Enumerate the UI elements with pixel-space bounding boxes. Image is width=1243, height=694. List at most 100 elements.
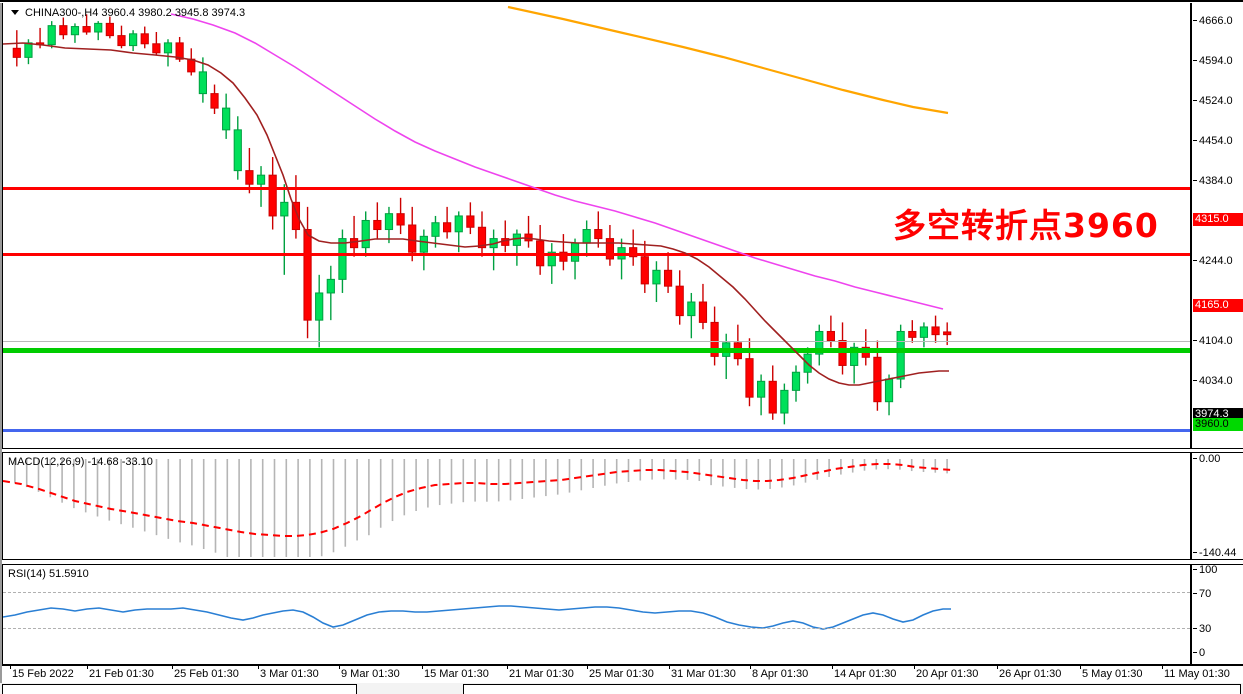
candle-body [361, 219, 370, 249]
price-tick: 4104.0 [1192, 335, 1243, 347]
rsi-tick: 30 [1192, 623, 1243, 635]
candle-body [873, 356, 882, 403]
price-tick: 4594.0 [1192, 55, 1243, 67]
candle-body [780, 389, 789, 414]
macd-signal-line [3, 463, 952, 537]
price-tick: 4244.0 [1192, 255, 1243, 267]
time-axis-label: 3 Mar 01:30 [260, 668, 319, 680]
level-line-3960[interactable] [3, 348, 1190, 353]
price-tick: 4666.0 [1192, 15, 1243, 27]
candle-body [152, 43, 161, 54]
price-plot-area[interactable]: CHINA300-,H4 3960.4 3980.2 3945.8 3974.3 [3, 3, 1190, 448]
candle-body [233, 129, 242, 172]
bottom-widget-left[interactable] [2, 684, 357, 694]
time-axis-label: 9 Mar 01:30 [341, 668, 400, 680]
rsi-plot-area[interactable]: RSI(14) 51.5910 [3, 565, 1190, 664]
candle-body [768, 380, 777, 414]
candle-body [757, 380, 766, 398]
candle-body [175, 42, 184, 60]
time-tick [172, 665, 173, 669]
macd-panel[interactable]: MACD(12,26,9) -14.68 -33.10 [2, 452, 1191, 560]
candle-body [919, 326, 929, 338]
candle-body [59, 25, 68, 36]
triangle-down-icon[interactable] [11, 10, 19, 15]
macd-axis-scale[interactable]: 0.00 -140.44 [1191, 452, 1243, 560]
candle-body [256, 174, 266, 185]
candle-body [687, 301, 696, 317]
candle-body [326, 278, 335, 294]
candle-body [291, 201, 301, 231]
price-level-tag[interactable]: 4165.0 [1193, 299, 1243, 312]
time-axis-label: 8 Apr 01:30 [752, 668, 809, 680]
candle-body [315, 292, 324, 321]
candle-body [338, 238, 347, 280]
time-axis-label: 25 Feb 01:30 [174, 668, 239, 680]
macd-tick: -140.44 [1192, 547, 1243, 559]
chart-annotation-text: 多空转折点3960 [893, 206, 1159, 245]
window-top-highlight [0, 2, 1243, 3]
price-axis-scale[interactable]: 4666.0 4594.0 4524.0 4454.0 4384.0 4244.0 4104… [1191, 3, 1243, 587]
candle-body [640, 256, 649, 285]
candle-body [931, 326, 940, 336]
time-axis-label: 31 Mar 01:30 [671, 668, 736, 680]
candle-body [12, 47, 21, 58]
window-top-border [0, 0, 1243, 2]
time-tick [87, 665, 88, 669]
candle-body [605, 238, 615, 260]
time-axis-label: 15 Mar 01:30 [424, 668, 489, 680]
price-level-tag[interactable]: 3960.0 [1193, 418, 1243, 431]
candle-body [477, 226, 487, 249]
rsi-line [3, 605, 951, 630]
rsi-legend: RSI(14) 51.5910 [8, 568, 89, 580]
bottom-strip [0, 683, 1243, 694]
rsi-axis-scale[interactable]: 100 70 30 0 [1191, 564, 1243, 665]
time-tick [914, 665, 915, 669]
candle-body [384, 213, 394, 231]
price-tick: 4384.0 [1192, 175, 1243, 187]
candlestick-series [12, 14, 952, 425]
time-tick [422, 665, 423, 669]
candle-body [303, 229, 312, 321]
candle-body [943, 331, 952, 336]
candle-body [629, 247, 638, 258]
candle-body [117, 35, 126, 47]
candle-body [105, 22, 114, 37]
level-line-3974[interactable] [3, 341, 1190, 342]
candle-body [698, 301, 708, 323]
time-axis-label: 14 Apr 01:30 [834, 668, 897, 680]
candle-body [815, 330, 824, 355]
candle-body [419, 235, 428, 253]
rsi-panel[interactable]: RSI(14) 51.5910 [2, 564, 1191, 665]
ma-fast-line [3, 42, 949, 386]
level-line-3780[interactable] [3, 429, 1190, 432]
candle-body [396, 213, 405, 226]
level-line-4165[interactable] [3, 253, 1190, 256]
level-line-4315[interactable] [3, 187, 1190, 190]
candle-body [210, 93, 219, 109]
candle-body [454, 215, 463, 233]
ma-long-line [507, 5, 949, 115]
price-chart-panel[interactable]: CHINA300-,H4 3960.4 3980.2 3945.8 3974.3 [2, 3, 1191, 449]
time-axis[interactable]: 15 Feb 2022 21 Feb 01:30 25 Feb 01:30 3 Mar… [2, 665, 1243, 683]
candle-body [94, 22, 103, 33]
ma-slow-line [170, 13, 944, 310]
time-axis-label: 21 Feb 01:30 [89, 668, 154, 680]
macd-histogram [14, 459, 948, 557]
time-axis-label: 26 Apr 01:30 [999, 668, 1062, 680]
candle-body [47, 25, 56, 46]
price-level-tag[interactable]: 4315.0 [1193, 213, 1243, 226]
candle-body [896, 330, 905, 380]
candle-body [82, 26, 91, 33]
price-level-tag[interactable]: 3974.3 [1193, 408, 1243, 421]
macd-plot-area[interactable]: MACD(12,26,9) -14.68 -33.10 [3, 453, 1190, 559]
bottom-widget-right[interactable] [463, 684, 1241, 694]
time-axis-label: 15 Feb 2022 [12, 668, 74, 680]
candle-body [663, 269, 673, 287]
time-tick [997, 665, 998, 669]
candle-body [594, 229, 603, 240]
time-tick [750, 665, 751, 669]
candle-body [431, 222, 440, 237]
candle-body [466, 215, 475, 228]
